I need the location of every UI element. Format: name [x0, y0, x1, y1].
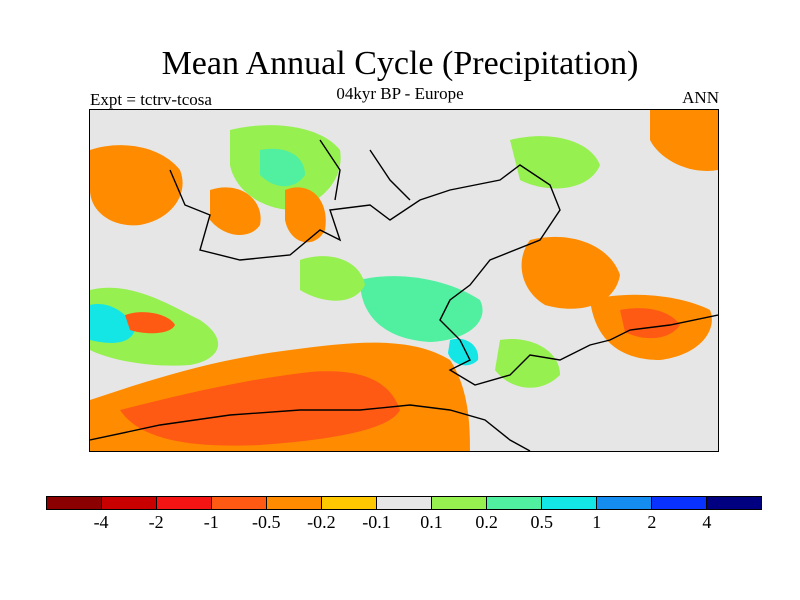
- anomaly-region-northwest: [90, 145, 183, 226]
- map-canvas: [90, 110, 718, 451]
- anomaly-region-mediterranean: [360, 276, 483, 342]
- anomaly-region-atlantic-red: [125, 312, 175, 334]
- colorbar-tick-label: 4: [702, 512, 712, 532]
- plot-subtitle: 04kyr BP - Europe: [336, 84, 464, 103]
- colorbar-tick-label: 0.1: [420, 512, 443, 532]
- plot-title: Mean Annual Cycle (Precipitation): [161, 45, 639, 82]
- anomaly-region-northeast: [650, 110, 718, 171]
- anomaly-region-mediterranean-green: [300, 256, 365, 301]
- colorbar-swatch: [47, 497, 102, 509]
- colorbar-tick-label: -2: [148, 512, 164, 532]
- colorbar-swatch: [707, 497, 761, 509]
- colorbar-swatch: [102, 497, 157, 509]
- anomaly-region-northwest-2: [210, 187, 261, 236]
- colorbar-tick-label: -1: [203, 512, 219, 532]
- colorbar-tick-label: 1: [592, 512, 602, 532]
- colorbar-tick-label: -4: [93, 512, 109, 532]
- anomaly-region-north-russia-green: [510, 136, 600, 189]
- colorbar-tick-label: -0.5: [252, 512, 281, 532]
- experiment-label: Expt = tctrv-tcosa: [90, 90, 212, 109]
- colorbar-swatch: [597, 497, 652, 509]
- anomaly-region-cyan-patch: [448, 338, 479, 366]
- precipitation-anomaly-map: [89, 109, 719, 452]
- colorbar-swatch: [432, 497, 487, 509]
- colorbar-swatch: [377, 497, 432, 509]
- colorbar-swatch: [322, 497, 377, 509]
- anomaly-region-scandinavia-teal: [260, 148, 305, 187]
- colorbar-swatch: [212, 497, 267, 509]
- anomaly-region-south-strong: [120, 371, 400, 446]
- anomaly-region-turkey-strong: [620, 308, 680, 339]
- colorbar-tick-label: 0.2: [475, 512, 498, 532]
- colorbar-tick-label: 0.5: [530, 512, 553, 532]
- colorbar-tick-label: -0.1: [362, 512, 391, 532]
- colorbar: [46, 496, 762, 510]
- anomaly-region-black-sea-green: [495, 339, 560, 388]
- season-label: ANN: [682, 88, 719, 107]
- colorbar-labels: -4 -2 -1 -0.5 -0.2 -0.1 0.1 0.2 0.5 1 2 4: [46, 512, 762, 536]
- colorbar-swatch: [542, 497, 597, 509]
- anomaly-region-atlantic-cyan: [90, 304, 135, 343]
- colorbar-swatch: [267, 497, 322, 509]
- colorbar-swatch: [487, 497, 542, 509]
- colorbar-swatch: [652, 497, 707, 509]
- anomaly-region-east: [521, 236, 620, 309]
- colorbar-tick-label: -0.2: [307, 512, 336, 532]
- anomaly-region-central-orange: [285, 187, 326, 243]
- colorbar-tick-label: 2: [647, 512, 657, 532]
- coastline-outlines: [90, 139, 718, 451]
- colorbar-swatch: [157, 497, 212, 509]
